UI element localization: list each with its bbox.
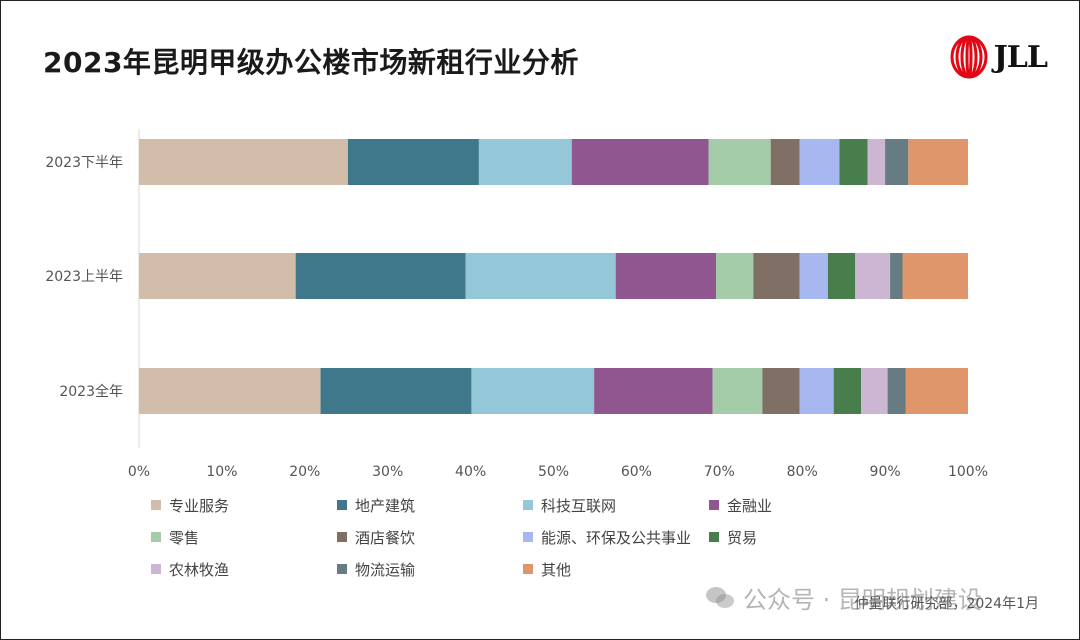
x-tick-label: 30% (372, 464, 403, 480)
bar-segment-0-10 (908, 139, 968, 185)
bar-segment-0-6 (799, 139, 840, 185)
bar-segment-1-8 (855, 253, 891, 299)
legend-item: 能源、环保及公共事业 (523, 526, 709, 548)
x-tick-label: 70% (704, 464, 735, 480)
legend-item: 农林牧渔 (151, 558, 337, 580)
legend-swatch (151, 500, 161, 510)
legend-swatch (151, 532, 161, 542)
legend-label: 能源、环保及公共事业 (541, 528, 692, 547)
x-tick-label: 50% (538, 464, 569, 480)
bar-segment-2-1 (320, 368, 472, 414)
bar-segment-0-4 (708, 139, 771, 185)
x-tick-label: 0% (128, 464, 150, 480)
bar-segment-1-3 (615, 253, 716, 299)
bar-segment-2-0 (139, 368, 321, 414)
legend-label: 地产建筑 (355, 496, 416, 515)
legend-swatch (337, 500, 347, 510)
category-label: 2023全年 (59, 383, 123, 400)
legend-item: 物流运输 (337, 558, 523, 580)
legend-item: 地产建筑 (337, 494, 523, 516)
bar-segment-2-6 (799, 368, 834, 414)
bar-segment-0-2 (478, 139, 572, 185)
legend-label: 科技互联网 (541, 496, 617, 515)
legend-swatch (523, 532, 533, 542)
x-tick-label: 40% (455, 464, 486, 480)
category-label: 2023下半年 (45, 155, 123, 171)
watermark-text: 公众号 · 昆明规划建设 (743, 586, 982, 614)
bar-segment-0-1 (347, 139, 479, 185)
bar-segment-1-7 (827, 253, 856, 299)
bar-segment-0-9 (885, 139, 909, 185)
bar-segment-1-2 (465, 253, 616, 299)
bar-segment-1-10 (902, 253, 968, 299)
legend-swatch (151, 564, 161, 574)
bar-segment-1-1 (295, 253, 466, 299)
legend-swatch (523, 564, 533, 574)
jll-logo: JLL (950, 35, 1048, 79)
legend-item: 零售 (151, 526, 337, 548)
bar-segment-1-9 (890, 253, 903, 299)
x-tick-label: 10% (206, 464, 237, 480)
bar-segment-0-7 (839, 139, 868, 185)
bar-segment-2-9 (887, 368, 906, 414)
bar-segment-2-10 (905, 368, 968, 414)
x-tick-label: 90% (870, 464, 901, 480)
bar-segment-2-8 (861, 368, 888, 414)
legend-label: 贸易 (727, 528, 758, 547)
bar-segment-2-3 (594, 368, 713, 414)
bar-segment-0-8 (867, 139, 886, 185)
chart-legend: 专业服务 地产建筑 科技互联网 金融业零售 酒店餐饮 能源、环保及公共事业 贸易农林牧渔 物流… (151, 494, 895, 580)
legend-swatch (709, 532, 719, 542)
legend-item: 贸易 (709, 526, 895, 548)
x-tick-label: 100% (948, 464, 988, 480)
jll-logo-icon (950, 35, 988, 79)
legend-item: 专业服务 (151, 494, 337, 516)
legend-swatch (337, 564, 347, 574)
legend-label: 物流运输 (355, 560, 416, 579)
legend-item: 其他 (523, 558, 709, 580)
bar-segment-2-5 (762, 368, 800, 414)
legend-label: 专业服务 (169, 496, 230, 515)
x-tick-label: 80% (787, 464, 818, 480)
legend-swatch (337, 532, 347, 542)
legend-label: 零售 (169, 528, 200, 547)
bar-segment-2-4 (712, 368, 763, 414)
bar-segment-1-5 (753, 253, 800, 299)
bar-segment-1-0 (139, 253, 296, 299)
legend-label: 农林牧渔 (169, 560, 230, 579)
legend-label: 金融业 (727, 496, 773, 515)
bar-segment-0-0 (139, 139, 348, 185)
legend-label: 酒店餐饮 (355, 528, 416, 547)
wechat-icon (706, 586, 734, 608)
legend-item: 酒店餐饮 (337, 526, 523, 548)
category-label: 2023上半年 (45, 269, 123, 285)
x-tick-label: 60% (621, 464, 652, 480)
source-note: 仲量联行研究部，2024年1月 (854, 596, 1039, 612)
legend-swatch (709, 500, 719, 510)
legend-item: 科技互联网 (523, 494, 709, 516)
legend-label: 其他 (541, 560, 572, 579)
bar-segment-1-4 (715, 253, 754, 299)
legend-item: 金融业 (709, 494, 895, 516)
bar-segment-2-2 (471, 368, 595, 414)
watermark: 公众号 · 昆明规划建设 (705, 580, 982, 615)
page-title: 2023年昆明甲级办公楼市场新租行业分析 (43, 46, 579, 79)
bar-segment-2-7 (833, 368, 862, 414)
bar-segment-0-5 (770, 139, 800, 185)
legend-swatch (523, 500, 533, 510)
bar-segment-1-6 (799, 253, 828, 299)
jll-logo-text: JLL (993, 39, 1048, 75)
x-tick-label: 20% (289, 464, 320, 480)
bar-segment-0-3 (571, 139, 709, 185)
